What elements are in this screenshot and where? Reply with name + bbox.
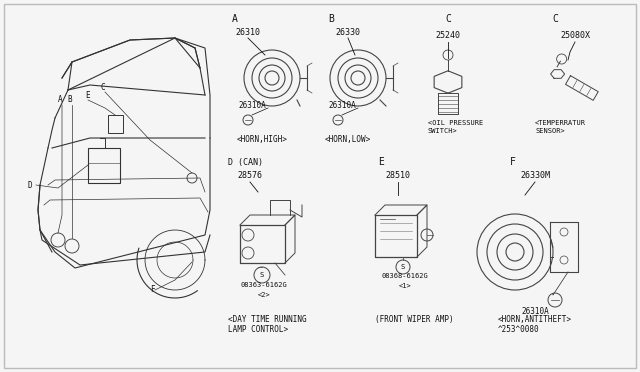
Text: E: E	[378, 157, 384, 167]
Text: C: C	[100, 83, 106, 93]
Text: ^253^0080: ^253^0080	[498, 325, 540, 334]
Text: C: C	[552, 14, 558, 24]
Text: A: A	[58, 96, 62, 105]
Text: SWITCH>: SWITCH>	[428, 128, 458, 134]
Text: <TEMPERRATUR: <TEMPERRATUR	[535, 120, 586, 126]
Text: <DAY TIME RUNNING: <DAY TIME RUNNING	[228, 315, 307, 324]
Text: 26310: 26310	[236, 28, 260, 37]
Text: B: B	[68, 96, 72, 105]
Text: S: S	[401, 264, 405, 270]
Text: <HORN,LOW>: <HORN,LOW>	[325, 135, 371, 144]
Text: B: B	[328, 14, 334, 24]
Text: <OIL PRESSURE: <OIL PRESSURE	[428, 120, 483, 126]
Text: F: F	[510, 157, 516, 167]
Text: 25080X: 25080X	[560, 31, 590, 40]
Text: 28510: 28510	[385, 171, 410, 180]
Text: LAMP CONTROL>: LAMP CONTROL>	[228, 325, 288, 334]
FancyBboxPatch shape	[88, 148, 120, 183]
Text: F: F	[150, 285, 154, 295]
Text: 28576: 28576	[237, 171, 262, 180]
Text: 25240: 25240	[435, 31, 461, 40]
Text: E: E	[86, 90, 90, 99]
FancyBboxPatch shape	[108, 115, 123, 133]
Text: A: A	[232, 14, 238, 24]
Text: 08368-6162G: 08368-6162G	[381, 273, 428, 279]
Text: <HORN,ANTITHEFT>: <HORN,ANTITHEFT>	[498, 315, 572, 324]
Text: 08363-6162G: 08363-6162G	[241, 282, 287, 288]
Text: <1>: <1>	[399, 283, 412, 289]
Text: D: D	[28, 180, 32, 189]
FancyBboxPatch shape	[4, 4, 636, 368]
Text: D (CAN): D (CAN)	[228, 158, 263, 167]
Text: 26310A: 26310A	[521, 307, 549, 316]
Text: C: C	[445, 14, 451, 24]
Text: (FRONT WIPER AMP): (FRONT WIPER AMP)	[375, 315, 454, 324]
Text: S: S	[260, 272, 264, 278]
Text: <2>: <2>	[258, 292, 270, 298]
Text: 26330: 26330	[335, 28, 360, 37]
Text: 26310A: 26310A	[328, 101, 356, 110]
Text: 26330M: 26330M	[520, 171, 550, 180]
Text: <HORN,HIGH>: <HORN,HIGH>	[237, 135, 287, 144]
Text: 26310A: 26310A	[238, 101, 266, 110]
Text: SENSOR>: SENSOR>	[535, 128, 564, 134]
